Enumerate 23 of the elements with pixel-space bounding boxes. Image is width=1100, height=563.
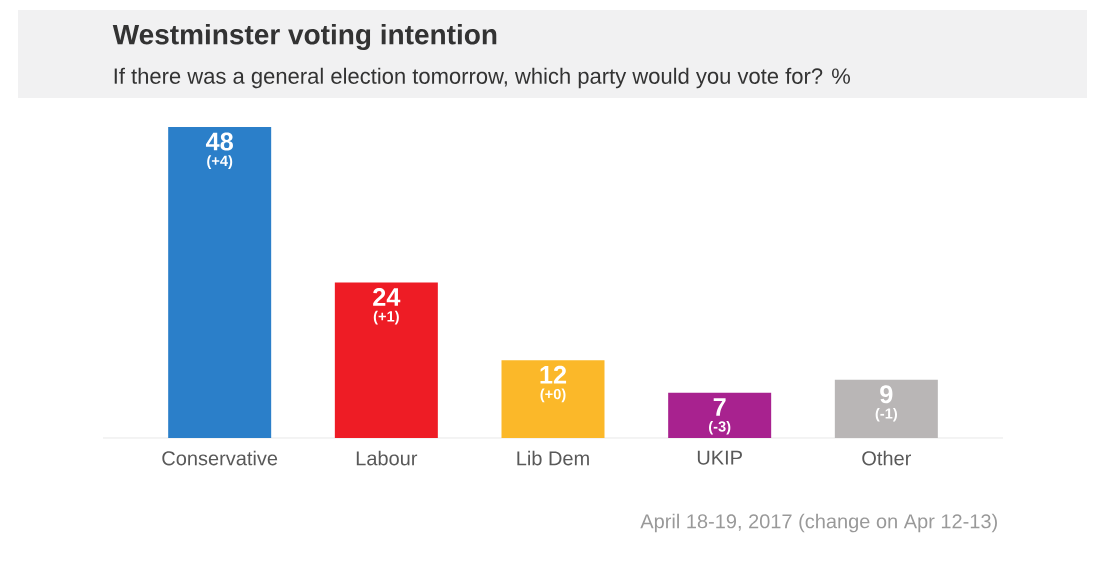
x-tick-label: Labour <box>356 450 418 466</box>
chart-title: Westminster voting intention <box>112 23 497 51</box>
chart-subtitle: If there was a general election tomorrow, which party would you vote for? % <box>114 67 850 89</box>
bar <box>168 127 272 438</box>
data-label: 7 <box>713 398 726 416</box>
annotation: (+1) <box>373 310 399 325</box>
x-tick-label: Other <box>862 450 911 466</box>
data-label: 24 <box>373 288 401 306</box>
x-tick-label: Lib Dem <box>517 450 589 466</box>
x-tick-label: Conservative <box>162 450 278 466</box>
bar <box>668 392 772 438</box>
data-label: 12 <box>540 365 567 384</box>
annotation: (-1) <box>875 407 898 422</box>
x-tick-label: UKIP <box>697 450 742 465</box>
data-label: 48 <box>205 132 233 151</box>
text: April 18-19, 2017 (change on Apr 12-13) <box>640 513 997 533</box>
annotation: (+0) <box>540 388 566 403</box>
annotation: (-3) <box>709 420 731 435</box>
bar <box>834 379 938 438</box>
annotation: (+4) <box>207 155 233 169</box>
bar <box>501 360 605 438</box>
bar <box>334 282 438 438</box>
data-label: 9 <box>880 385 893 404</box>
